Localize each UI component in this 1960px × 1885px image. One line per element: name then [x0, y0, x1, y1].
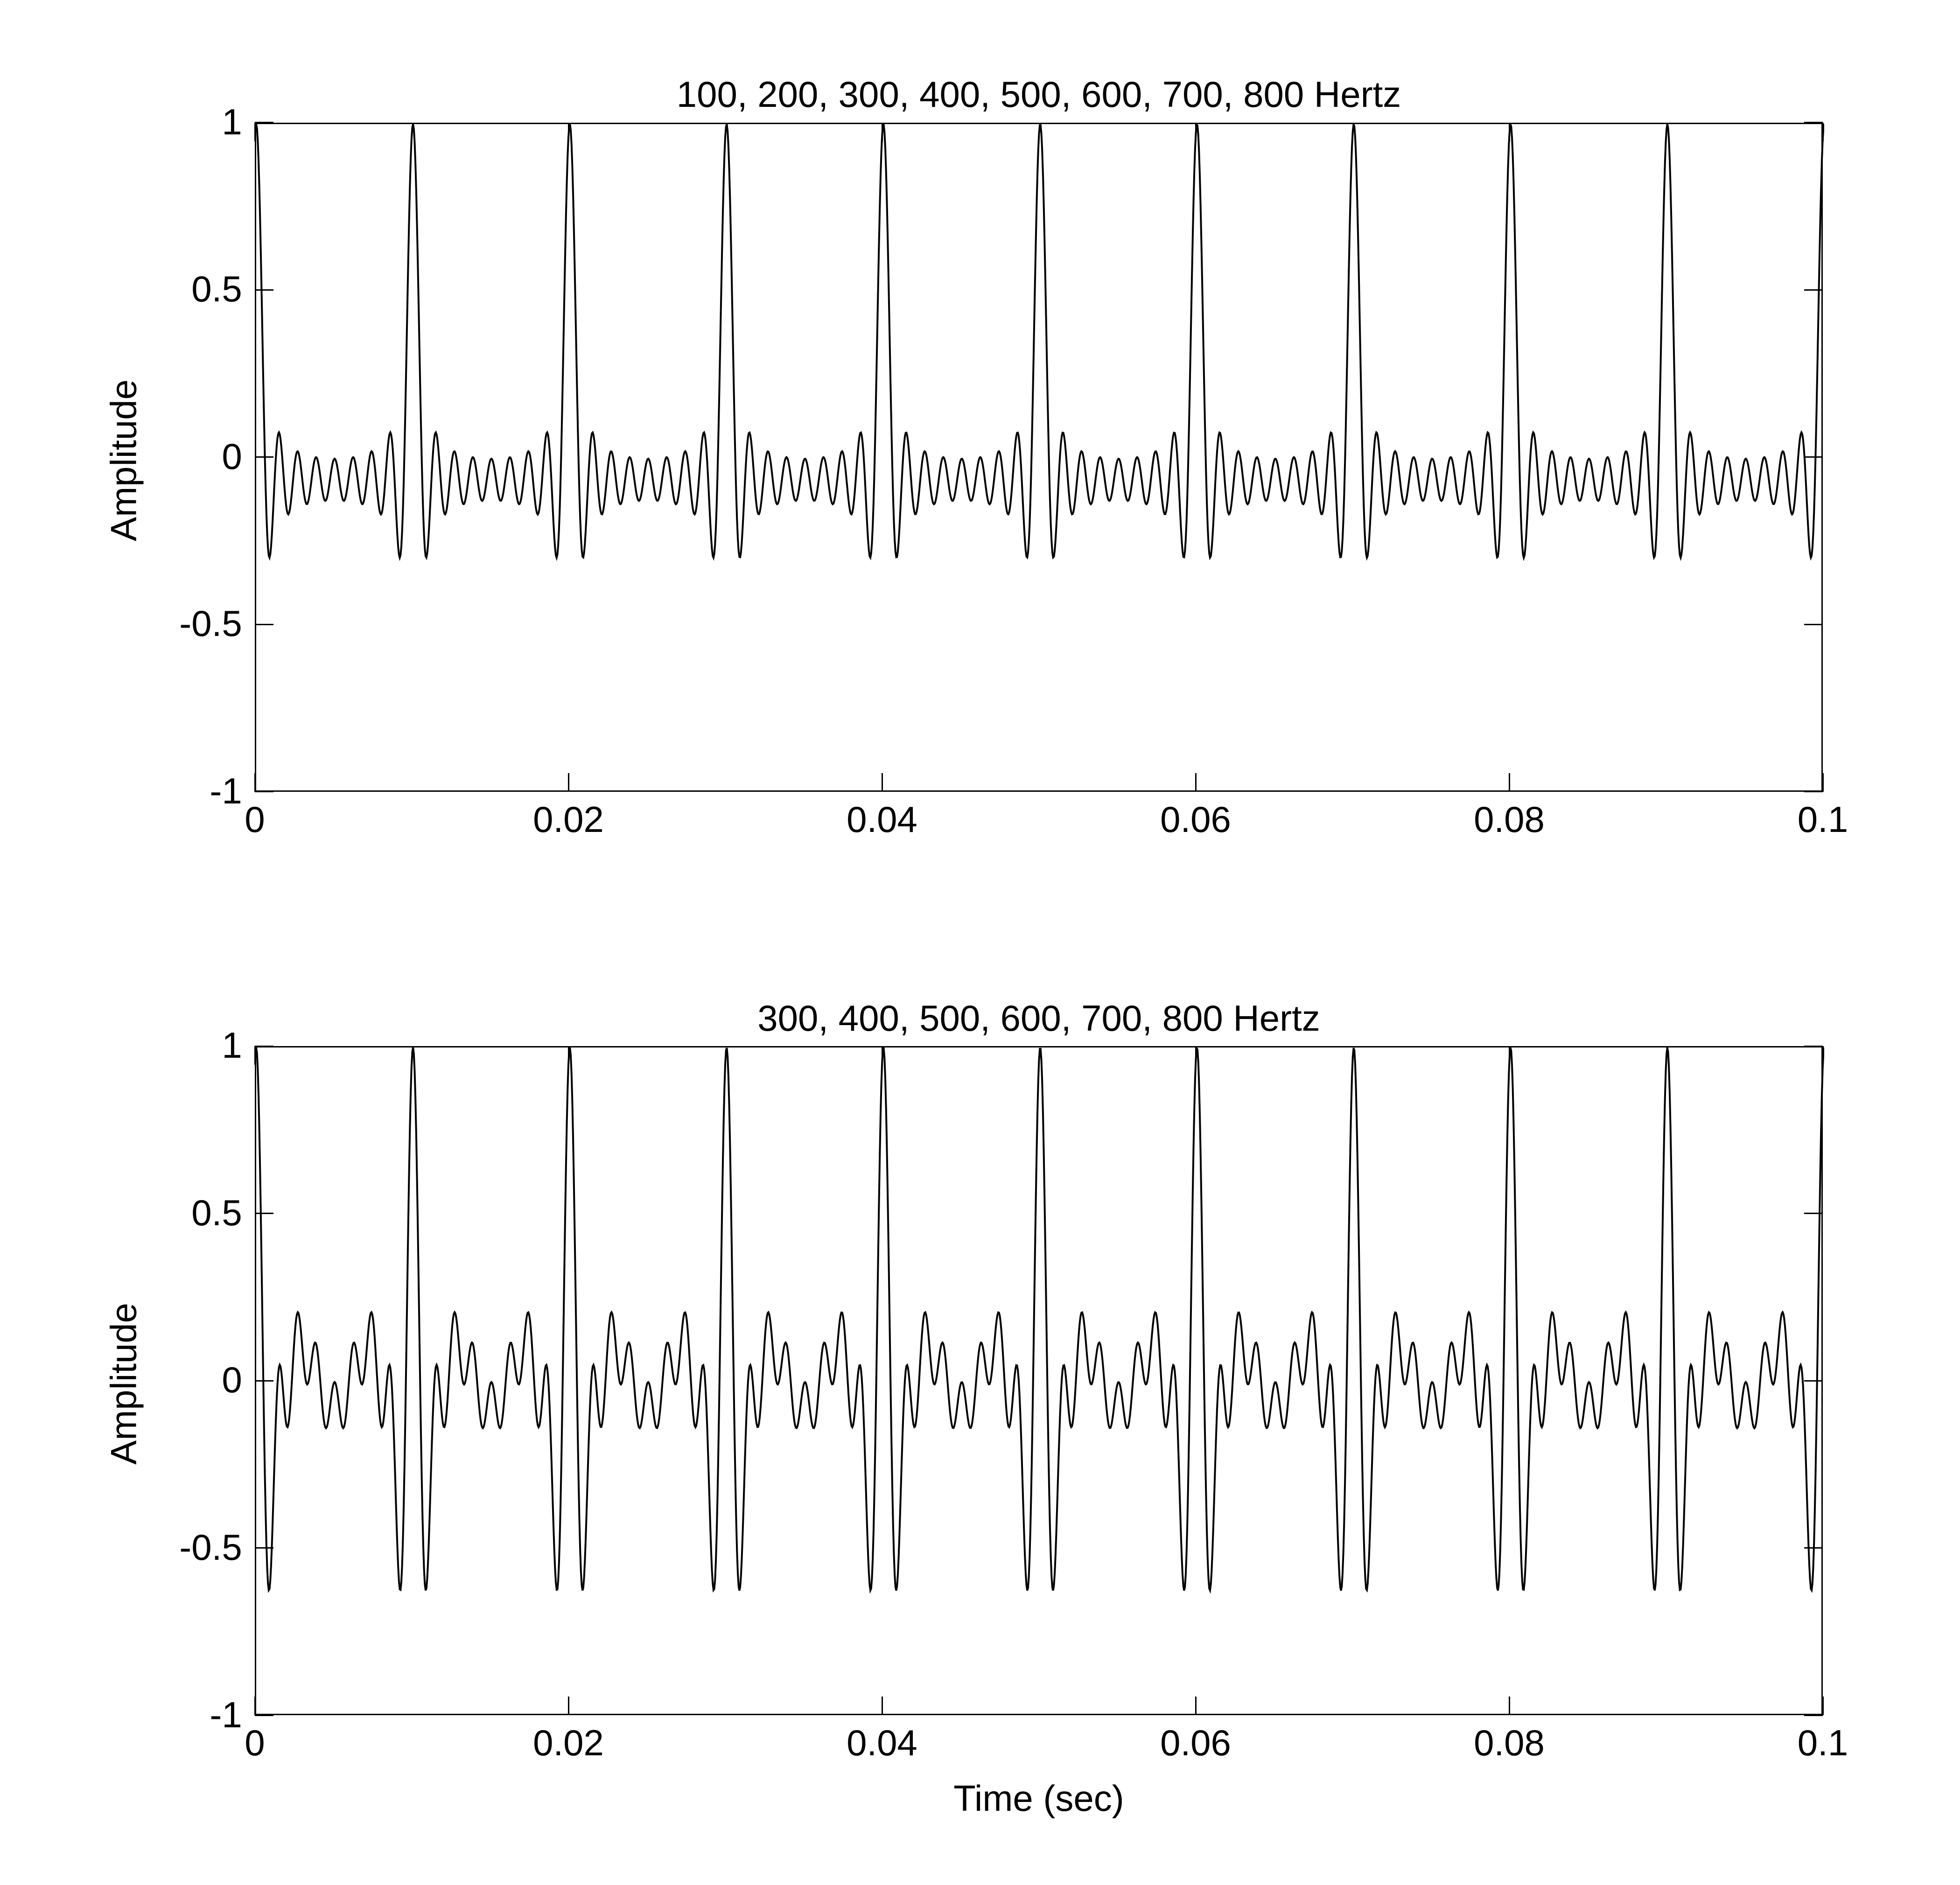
y-tick-right — [1804, 289, 1823, 291]
x-tick-label: 0.08 — [1453, 1722, 1565, 1764]
y-tick-right — [1804, 1046, 1823, 1047]
y-tick-right — [1804, 456, 1823, 458]
x-tick — [1195, 1696, 1197, 1715]
y-tick-right — [1804, 791, 1823, 792]
waveform — [256, 1047, 1824, 1717]
x-tick-top — [1822, 123, 1824, 141]
y-tick-label: -0.5 — [149, 602, 242, 645]
x-tick-label: 0.02 — [512, 798, 624, 841]
y-tick — [255, 1213, 273, 1214]
y-tick — [255, 1547, 273, 1549]
x-tick — [1822, 773, 1824, 792]
figure: 100, 200, 300, 400, 500, 600, 700, 800 H… — [0, 0, 1960, 1885]
x-tick — [1195, 773, 1197, 792]
y-tick — [255, 289, 273, 291]
x-tick — [1822, 1696, 1824, 1715]
y-tick — [255, 122, 273, 123]
x-tick-top — [568, 123, 569, 141]
y-tick-right — [1804, 1380, 1823, 1382]
x-tick — [882, 1696, 883, 1715]
x-tick — [1509, 773, 1510, 792]
y-tick-right — [1804, 122, 1823, 123]
x-tick-top — [882, 1046, 883, 1065]
x-axis-label: Time (sec) — [255, 1777, 1823, 1820]
y-axis-label: Amplitude — [103, 1049, 145, 1718]
y-tick-right — [1804, 624, 1823, 625]
x-tick-label: 0.06 — [1140, 798, 1252, 841]
x-tick-top — [568, 1046, 569, 1065]
x-tick-top — [1509, 123, 1510, 141]
y-tick-right — [1804, 1715, 1823, 1716]
panel-top: 100, 200, 300, 400, 500, 600, 700, 800 H… — [255, 123, 1823, 792]
axes-box — [255, 123, 1823, 792]
y-tick-label: 0 — [149, 435, 242, 478]
waveform — [256, 124, 1824, 793]
y-tick-right — [1804, 1547, 1823, 1549]
x-tick — [254, 773, 256, 792]
x-tick-top — [1195, 123, 1197, 141]
x-tick-label: 0.04 — [826, 798, 938, 841]
x-tick — [254, 1696, 256, 1715]
x-tick-top — [882, 123, 883, 141]
x-tick-top — [254, 123, 256, 141]
y-tick — [255, 1380, 273, 1382]
x-tick-top — [1822, 1046, 1824, 1065]
axes-box — [255, 1046, 1823, 1715]
y-tick-label: 1 — [149, 101, 242, 143]
y-tick-label: -1 — [149, 770, 242, 812]
x-tick-label: 0.1 — [1767, 798, 1879, 841]
x-tick-top — [1509, 1046, 1510, 1065]
x-tick-label: 0.02 — [512, 1722, 624, 1764]
y-tick — [255, 624, 273, 625]
panel-bottom: 300, 400, 500, 600, 700, 800 HertzAmplit… — [255, 1046, 1823, 1715]
panel-title: 300, 400, 500, 600, 700, 800 Hertz — [255, 997, 1823, 1040]
y-tick-label: 0 — [149, 1359, 242, 1401]
x-tick-label: 0.1 — [1767, 1722, 1879, 1764]
y-tick-label: 0.5 — [149, 268, 242, 310]
y-tick-label: 0.5 — [149, 1192, 242, 1234]
x-tick — [1509, 1696, 1510, 1715]
x-tick-top — [254, 1046, 256, 1065]
y-axis-label: Amplitude — [103, 126, 145, 795]
y-tick-label: -0.5 — [149, 1526, 242, 1569]
x-tick — [568, 1696, 569, 1715]
y-tick-right — [1804, 1213, 1823, 1214]
panel-title: 100, 200, 300, 400, 500, 600, 700, 800 H… — [255, 73, 1823, 116]
y-tick — [255, 1715, 273, 1716]
x-tick-label: 0.08 — [1453, 798, 1565, 841]
x-tick-top — [1195, 1046, 1197, 1065]
x-tick — [568, 773, 569, 792]
y-tick — [255, 1046, 273, 1047]
x-tick-label: 0.06 — [1140, 1722, 1252, 1764]
y-tick-label: -1 — [149, 1694, 242, 1736]
y-tick — [255, 791, 273, 792]
x-tick-label: 0.04 — [826, 1722, 938, 1764]
y-tick-label: 1 — [149, 1024, 242, 1067]
x-tick — [882, 773, 883, 792]
y-tick — [255, 456, 273, 458]
